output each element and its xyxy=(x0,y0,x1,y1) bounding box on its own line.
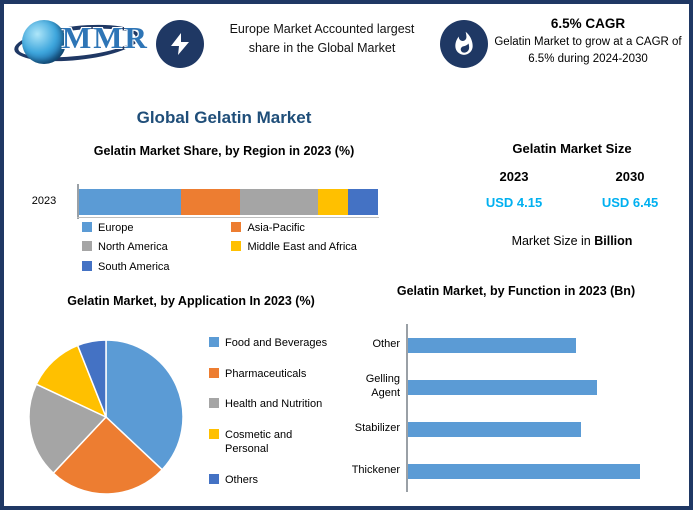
region-legend-item-south-america: South America xyxy=(82,260,231,274)
market-size-unit-note: Market Size in Billion xyxy=(456,234,688,248)
legend-label: Others xyxy=(225,473,259,486)
legend-label: Cosmetic and Personal xyxy=(225,428,293,456)
year-end-label: 2030 xyxy=(615,169,645,184)
market-size-columns: 2023 USD 4.15 2030 USD 6.45 xyxy=(456,169,688,210)
market-size-2023: 2023 USD 4.15 xyxy=(486,169,542,210)
function-bar-thickener xyxy=(408,463,640,479)
region-bar-segment-middle-east-and-africa xyxy=(318,189,349,215)
pie-slice-pharmaceuticals xyxy=(52,415,164,495)
globe-icon xyxy=(22,20,66,64)
application-legend-item-food-and-beverages: Food and Beverages xyxy=(209,336,334,350)
legend-label: South America xyxy=(98,260,170,273)
legend-label: Health and Nutrition xyxy=(225,398,323,411)
cagr-description: Gelatin Market to grow at a CAGR of 6.5%… xyxy=(494,36,682,65)
legend-swatch-icon xyxy=(82,222,92,232)
legend-swatch-icon xyxy=(209,337,219,347)
legend-label: Pharmaceuticals xyxy=(225,367,307,380)
lightning-icon xyxy=(156,20,204,68)
page-title: Global Gelatin Market xyxy=(136,108,312,127)
function-bar-area xyxy=(406,324,684,366)
region-legend-item-europe: Europe xyxy=(82,221,231,235)
region-legend-item-north-america: North America xyxy=(82,240,231,254)
function-bar-area xyxy=(406,408,684,450)
value-end: USD 6.45 xyxy=(601,195,659,210)
region-legend-item-asia-pacific: Asia-Pacific xyxy=(231,221,380,235)
mmr-logo: MMR xyxy=(12,12,152,76)
function-bar-stabilizer xyxy=(408,421,581,437)
pie-slice-health-and-nutrition xyxy=(28,383,108,475)
region-legend: Europe Asia-Pacific North America Middle Ea… xyxy=(82,221,387,279)
legend-swatch-icon xyxy=(82,241,92,252)
application-pie-chart xyxy=(26,337,186,497)
region-axis-label: 2023 xyxy=(31,195,57,207)
function-bar-row-gelling-agent: Gelling Agent xyxy=(344,366,684,408)
market-size-title: Gelatin Market Size xyxy=(512,141,632,156)
region-bar-segment-north-america xyxy=(240,189,319,215)
region-y-axis-line xyxy=(77,184,79,219)
pie-slice-others xyxy=(76,339,107,418)
legend-swatch-icon xyxy=(209,367,219,378)
application-legend-item-health-and-nutrition: Health and Nutrition xyxy=(209,397,334,411)
value-start: USD 4.15 xyxy=(485,195,543,210)
function-bar-area xyxy=(406,366,684,408)
function-category-label: Other xyxy=(372,338,400,351)
application-legend-item-cosmetic-and-personal: Cosmetic and Personal xyxy=(209,428,334,457)
region-stacked-bar xyxy=(79,189,378,215)
legend-swatch-icon xyxy=(231,222,242,232)
region-x-axis-line xyxy=(77,217,379,218)
application-legend-item-pharmaceuticals: Pharmaceuticals xyxy=(209,367,334,381)
left-callout-text: Europe Market Accounted largest share in… xyxy=(229,22,415,56)
function-category-label: Thickener xyxy=(351,464,400,477)
function-category-label: Gelling Agent xyxy=(365,373,400,399)
function-chart-title: Gelatin Market, by Function in 2023 (Bn) xyxy=(396,284,636,298)
region-bar-segment-asia-pacific xyxy=(180,189,241,215)
market-size-2030: 2030 USD 6.45 xyxy=(602,169,658,210)
function-category-label: Stabilizer xyxy=(354,422,400,435)
flame-icon xyxy=(440,20,488,68)
legend-swatch-icon xyxy=(209,398,219,409)
application-chart-title: Gelatin Market, by Application In 2023 (… xyxy=(67,294,315,308)
legend-swatch-icon xyxy=(82,260,92,271)
legend-swatch-icon xyxy=(231,241,242,252)
region-legend-item-middle-east-and-africa: Middle East and Africa xyxy=(231,240,380,254)
legend-swatch-icon xyxy=(209,473,219,484)
unit-note-billion: Billion xyxy=(594,234,633,248)
region-chart-title: Gelatin Market Share, by Region in 2023 … xyxy=(93,144,355,158)
function-bar-row-thickener: Thickener xyxy=(344,450,684,492)
function-bar-row-stabilizer: Stabilizer xyxy=(344,408,684,450)
function-bar-other xyxy=(408,337,576,353)
application-legend: Food and Beverages Pharmaceuticals Health … xyxy=(209,336,334,492)
cagr-headline: 6.5% CAGR xyxy=(550,16,626,31)
function-bar-gelling-agent xyxy=(408,379,597,395)
unit-note-prefix: Market Size in xyxy=(511,234,595,248)
legend-label: North America xyxy=(98,241,168,254)
legend-label: Europe xyxy=(98,222,134,234)
function-bar-chart: Other Gelling Agent Stabilizer Thickener xyxy=(344,324,684,492)
year-start-label: 2023 xyxy=(499,169,529,184)
function-bar-area xyxy=(406,450,684,492)
legend-label: Middle East and Africa xyxy=(247,241,357,254)
pie-slice-food-and-beverages xyxy=(105,339,184,471)
region-bar-segment-europe xyxy=(79,189,181,215)
region-bar-segment-south-america xyxy=(348,189,378,215)
right-callout: 6.5% CAGR Gelatin Market to grow at a CA… xyxy=(494,16,682,67)
application-legend-item-others: Others xyxy=(209,473,334,487)
function-bar-row-other: Other xyxy=(344,324,684,366)
legend-label: Food and Beverages xyxy=(225,337,328,349)
logo-text: MMR xyxy=(62,20,149,55)
legend-swatch-icon xyxy=(209,428,219,439)
legend-label: Asia-Pacific xyxy=(247,222,305,234)
